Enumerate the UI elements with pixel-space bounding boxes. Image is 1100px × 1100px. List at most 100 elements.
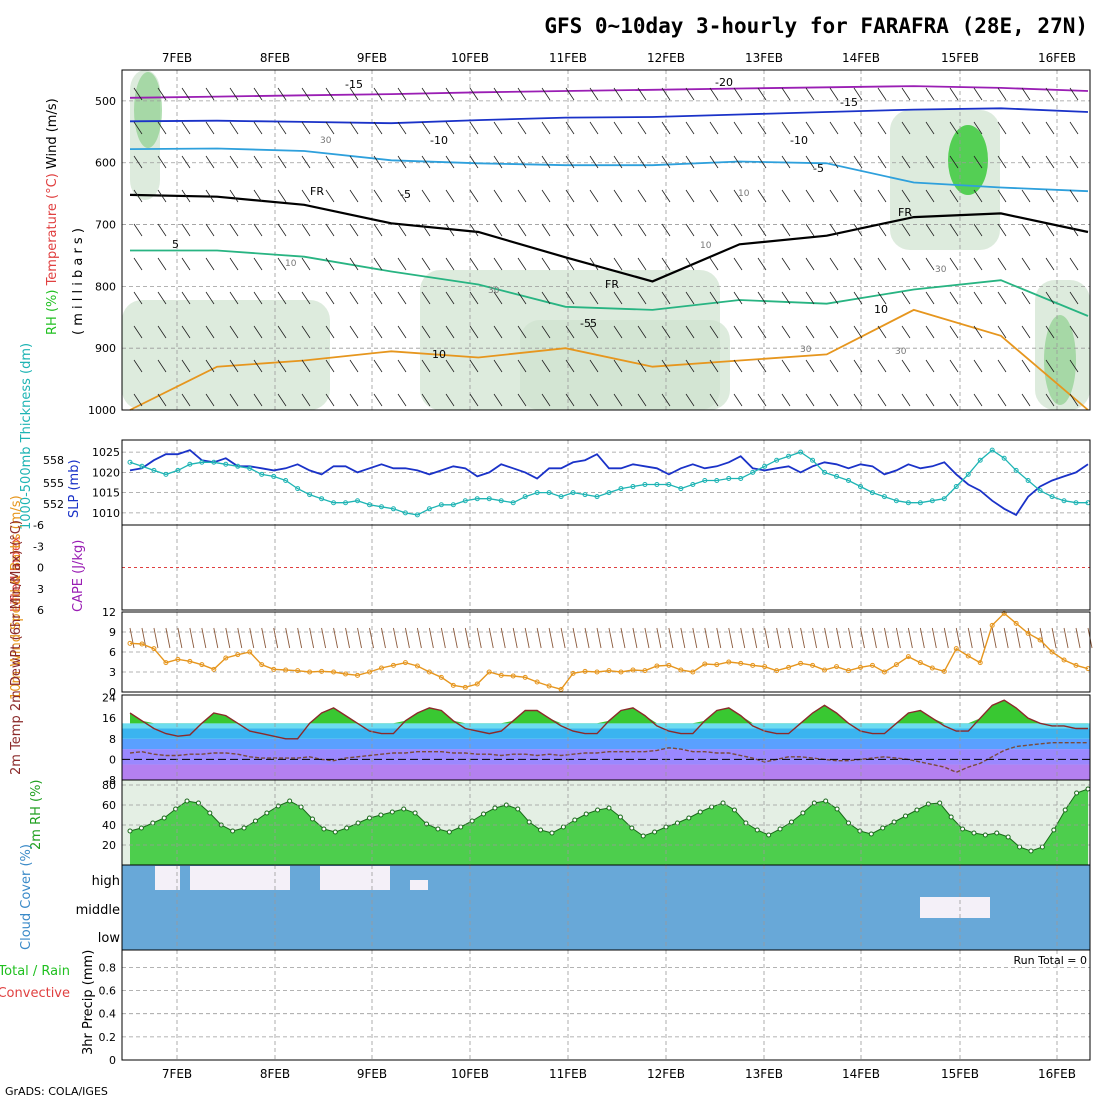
- wind-barb: [877, 257, 887, 271]
- chart-title: GFS 0~10day 3-hourly for FARAFRA (28E, 2…: [544, 14, 1088, 38]
- wind-barb: [157, 257, 167, 271]
- wind-barb: [301, 189, 311, 203]
- wind-barb: [637, 359, 647, 373]
- grads-credit: GrADS: COLA/IGES: [5, 1085, 108, 1098]
- wind-barb: [949, 189, 959, 203]
- wind-barb: [565, 359, 575, 373]
- thickness-marker: [546, 490, 552, 496]
- wind-barb: [205, 155, 215, 169]
- wind-barb: [925, 87, 935, 101]
- wind-barb: [349, 325, 359, 339]
- cloud-gap-1: [190, 866, 290, 890]
- wind-barb: [901, 291, 911, 305]
- wind-barb: [877, 189, 887, 203]
- wind-barb: [397, 223, 407, 237]
- wind-barb: [637, 87, 647, 101]
- upper-air-panel: 500 600 700 800 900 1000 -20 -15 -15 -10 -10 -5 -5 -5…: [45, 51, 1091, 417]
- wind-barb: [325, 359, 335, 373]
- wind-barb: [397, 87, 407, 101]
- wind-barb: [133, 393, 143, 407]
- wind-barb: [157, 325, 167, 339]
- wind-barb: [493, 155, 503, 169]
- wind-barb: [517, 325, 527, 339]
- wind-barb: [445, 325, 455, 339]
- slp-tick-label: 1025: [92, 446, 120, 459]
- wind-speed-marker: [450, 682, 456, 688]
- wind-speed-marker: [774, 668, 780, 674]
- wind-barb: [733, 359, 743, 373]
- rh-marker: [389, 809, 395, 815]
- panel-frame: [121, 611, 1091, 693]
- wind-barb: [445, 291, 455, 305]
- wind-barb: [1069, 393, 1079, 407]
- wind-barb: [469, 223, 479, 237]
- wind-barb-10m: [800, 627, 806, 649]
- wind-speed-marker: [690, 669, 696, 675]
- wind-barb: [925, 223, 935, 237]
- wind-barb: [781, 257, 791, 271]
- wind-speed-marker: [846, 668, 851, 674]
- wind-barb: [901, 325, 911, 339]
- wind-barb: [1069, 223, 1079, 237]
- wind-barb-10m: [440, 627, 446, 649]
- wind-barb: [277, 223, 287, 237]
- wind-speed-marker: [319, 668, 325, 674]
- wind-barb: [253, 87, 263, 101]
- wind-barb: [733, 325, 743, 339]
- wind-barb: [541, 257, 551, 271]
- wind-barb: [517, 291, 527, 305]
- thickness-marker: [774, 457, 780, 463]
- rh-marker: [777, 826, 783, 832]
- wind-barb: [373, 155, 383, 169]
- rh-marker: [948, 814, 954, 820]
- thickness-marker: [534, 490, 540, 496]
- wind-speed-marker: [426, 669, 432, 675]
- temp-ylabel: 2m Temp 2m DewPt (6hr Min/Max) (°C): [9, 520, 24, 775]
- isotherm-label: FR: [310, 185, 324, 198]
- wind-barb: [757, 325, 767, 339]
- wind-barb: [541, 325, 551, 339]
- wind-speed-marker: [893, 662, 899, 668]
- wind-barb-10m: [452, 627, 458, 649]
- thickness-marker: [977, 457, 983, 463]
- wind-barb: [1069, 359, 1079, 373]
- wind-barb: [589, 155, 599, 169]
- date-tick-bottom: 8FEB: [260, 1067, 290, 1081]
- wind-barb: [397, 393, 407, 407]
- rh-marker: [195, 800, 201, 806]
- wind-barb: [829, 257, 839, 271]
- wind-speed-marker: [378, 665, 384, 671]
- rh-marker: [150, 820, 156, 826]
- isotherm-label: -10: [430, 134, 448, 147]
- wind-barb-10m: [764, 627, 770, 649]
- date-tick-bottom: 12FEB: [647, 1067, 685, 1081]
- wind-barb-10m: [931, 627, 937, 649]
- rh-marker: [880, 825, 886, 831]
- wind-barb: [757, 359, 767, 373]
- thickness-marker: [1025, 477, 1031, 483]
- thickness-ylabel: 1000-500mb Thickness (dm): [19, 343, 34, 530]
- wind-barb: [973, 393, 983, 407]
- wind-barb: [325, 325, 335, 339]
- wind-barb: [301, 87, 311, 101]
- wind-barb-10m: [704, 627, 710, 649]
- isotherm-label: -15: [840, 96, 858, 109]
- wind-barb: [853, 223, 863, 237]
- date-tick-bottom: 13FEB: [745, 1067, 783, 1081]
- wind-barb: [949, 87, 959, 101]
- rh-marker: [481, 811, 487, 817]
- wind-barb-10m: [560, 627, 566, 649]
- pressure-tick-label: 500: [95, 95, 116, 108]
- rh-marker: [697, 809, 703, 815]
- wind-barb: [565, 121, 575, 135]
- wind-speed-marker: [271, 666, 277, 672]
- wind-barb-10m: [404, 627, 410, 649]
- wind-barb: [997, 359, 1007, 373]
- wind-barb: [517, 121, 527, 135]
- wind-barb: [901, 155, 911, 169]
- wind-speed-marker: [283, 667, 289, 673]
- temp-line: [129, 699, 1088, 740]
- rh-marker: [891, 819, 897, 825]
- wind-barb: [709, 291, 719, 305]
- temp-tick-label: 24: [102, 692, 116, 705]
